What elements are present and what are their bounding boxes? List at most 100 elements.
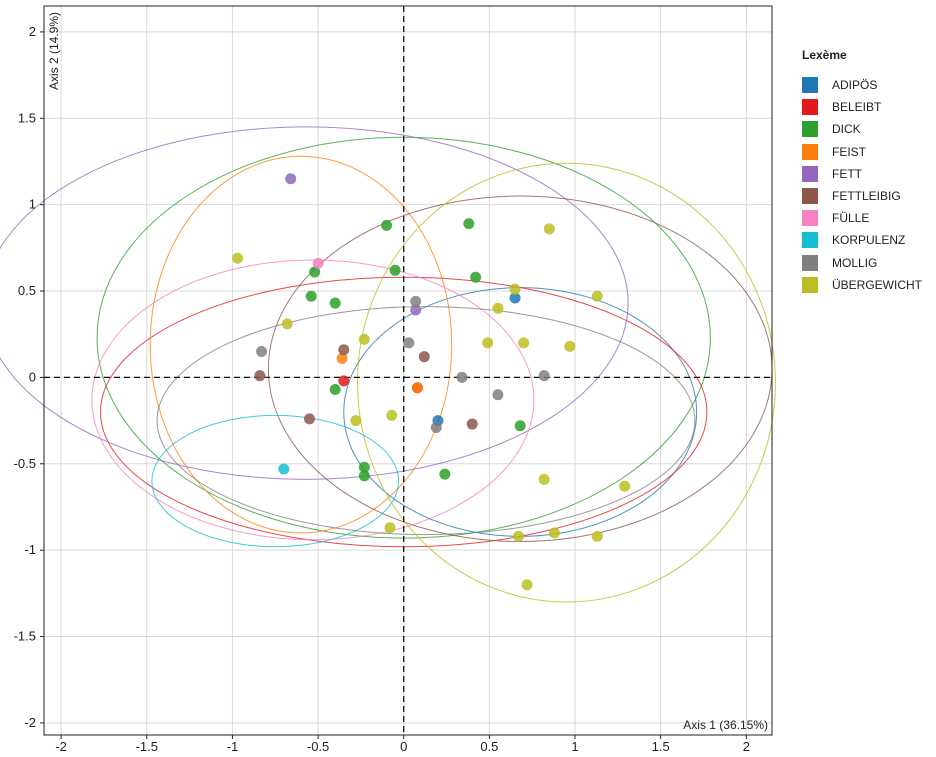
legend-items: ADIPÖS BELEIBT DICK FEIST FETT FETTLEIBIG FÜLL… — [802, 74, 922, 296]
ellipse-MOLLIG — [156, 306, 696, 536]
y-tick-label-4: 0 — [29, 369, 36, 384]
grid — [44, 6, 772, 735]
point-ÜBERGEWICHT-10 — [512, 530, 524, 542]
ellipse-FÜLLE — [91, 259, 535, 541]
point-KORPULENZ-0 — [278, 463, 290, 475]
point-DICK-9 — [358, 461, 370, 473]
point-ÜBERGEWICHT-6 — [509, 283, 521, 295]
legend-swatch — [802, 232, 818, 249]
legend-item-ÜBERGEWICHT: ÜBERGEWICHT — [802, 274, 922, 296]
point-ÜBERGEWICHT-4 — [518, 337, 530, 349]
point-ÜBERGEWICHT-11 — [548, 527, 560, 539]
x-tick-label-3: -0.5 — [307, 739, 329, 754]
point-ÜBERGEWICHT-14 — [384, 522, 396, 534]
legend-item-KORPULENZ: KORPULENZ — [802, 229, 922, 251]
point-DICK-0 — [309, 266, 321, 278]
y-axis-label: Axis 2 (14.9%) — [47, 12, 61, 90]
point-MOLLIG-0 — [410, 295, 422, 307]
point-ÜBERGEWICHT-1 — [543, 223, 555, 235]
x-tick-label-0: -2 — [55, 739, 67, 754]
x-tick-label-4: 0 — [400, 739, 407, 754]
legend-item-FETT: FETT — [802, 163, 922, 185]
point-MOLLIG-6 — [430, 422, 442, 434]
point-MOLLIG-2 — [456, 371, 468, 383]
point-ÜBERGEWICHT-0 — [232, 252, 244, 264]
point-ÜBERGEWICHT-2 — [591, 290, 603, 302]
legend-item-DICK: DICK — [802, 118, 922, 140]
x-axis-ticks: -2 -1.5 -1 -0.5 0 0.5 1 1.5 2 — [55, 735, 750, 754]
ellipse-ÜBERGEWICHT — [356, 162, 776, 603]
point-FETTLEIBIG-0 — [254, 370, 266, 382]
point-ADIPÖS-0 — [509, 292, 521, 304]
x-tick-label-6: 1 — [571, 739, 578, 754]
legend-label: ADIPÖS — [832, 78, 878, 93]
y-tick-label-6: -1 — [24, 542, 36, 557]
point-ÜBERGEWICHT-5 — [564, 340, 576, 352]
legend-label: FETT — [832, 166, 862, 181]
legend-label: FÜLLE — [832, 211, 870, 226]
y-tick-label-3: 0.5 — [18, 283, 36, 298]
x-axis-label: Axis 1 (36.15%) — [683, 718, 768, 732]
point-ÜBERGEWICHT-17 — [281, 318, 293, 330]
x-tick-label-7: 1.5 — [652, 739, 670, 754]
legend-label: KORPULENZ — [832, 233, 906, 248]
y-tick-label-0: 2 — [29, 24, 36, 39]
point-FETTLEIBIG-4 — [304, 413, 316, 425]
legend-item-ADIPÖS: ADIPÖS — [802, 74, 922, 96]
plot-background — [44, 6, 772, 735]
point-DICK-5 — [329, 297, 341, 309]
x-tick-label-1: -1.5 — [136, 739, 158, 754]
x-tick-label-5: 0.5 — [480, 739, 498, 754]
point-DICK-2 — [389, 264, 401, 276]
point-ÜBERGEWICHT-15 — [350, 415, 362, 427]
point-ÜBERGEWICHT-16 — [386, 409, 398, 421]
point-DICK-11 — [329, 384, 341, 396]
point-DICK-3 — [463, 218, 475, 230]
legend-swatch — [802, 77, 818, 94]
legend-swatch — [802, 143, 818, 160]
point-DICK-7 — [514, 420, 526, 432]
point-ÜBERGEWICHT-3 — [492, 302, 504, 314]
point-MOLLIG-3 — [492, 389, 504, 401]
point-FETTLEIBIG-2 — [418, 351, 430, 363]
legend-title: Lexème — [802, 48, 847, 62]
legend-swatch — [802, 276, 818, 293]
ellipse-FEIST — [149, 155, 453, 534]
point-ÜBERGEWICHT-18 — [358, 333, 370, 345]
point-ÜBERGEWICHT-9 — [619, 480, 631, 492]
point-ÜBERGEWICHT-12 — [591, 530, 603, 542]
legend-swatch — [802, 254, 818, 271]
legend-item-FÜLLE: FÜLLE — [802, 207, 922, 229]
legend-swatch — [802, 165, 818, 182]
ellipse-KORPULENZ — [151, 414, 400, 548]
point-BELEIBT-0 — [338, 375, 350, 387]
y-tick-label-8: -2 — [24, 715, 36, 730]
legend-item-FEIST: FEIST — [802, 141, 922, 163]
point-DICK-1 — [305, 290, 317, 302]
legend-item-FETTLEIBIG: FETTLEIBIG — [802, 185, 922, 207]
x-tick-label-2: -1 — [227, 739, 239, 754]
legend-swatch — [802, 210, 818, 227]
point-MOLLIG-5 — [256, 345, 268, 357]
point-FETT-0 — [285, 173, 297, 185]
point-ÜBERGEWICHT-8 — [538, 473, 550, 485]
x-tick-label-8: 2 — [743, 739, 750, 754]
point-DICK-6 — [470, 271, 482, 283]
point-FETT-1 — [410, 304, 422, 316]
legend-label: BELEIBT — [832, 100, 882, 115]
legend-label: ÜBERGEWICHT — [832, 277, 922, 292]
y-tick-label-1: 1.5 — [18, 110, 36, 125]
legend-label: FEIST — [832, 144, 867, 159]
legend-label: MOLLIG — [832, 255, 878, 270]
ellipse-FETT — [0, 126, 629, 480]
legend-swatch — [802, 121, 818, 138]
point-ÜBERGEWICHT-7 — [482, 337, 494, 349]
point-DICK-10 — [358, 470, 370, 482]
reference-lines — [44, 6, 772, 735]
legend-item-BELEIBT: BELEIBT — [802, 96, 922, 118]
y-tick-label-7: -1.5 — [14, 629, 36, 644]
point-FEIST-1 — [411, 382, 423, 394]
plot-frame — [43, 5, 773, 736]
point-MOLLIG-4 — [538, 370, 550, 382]
